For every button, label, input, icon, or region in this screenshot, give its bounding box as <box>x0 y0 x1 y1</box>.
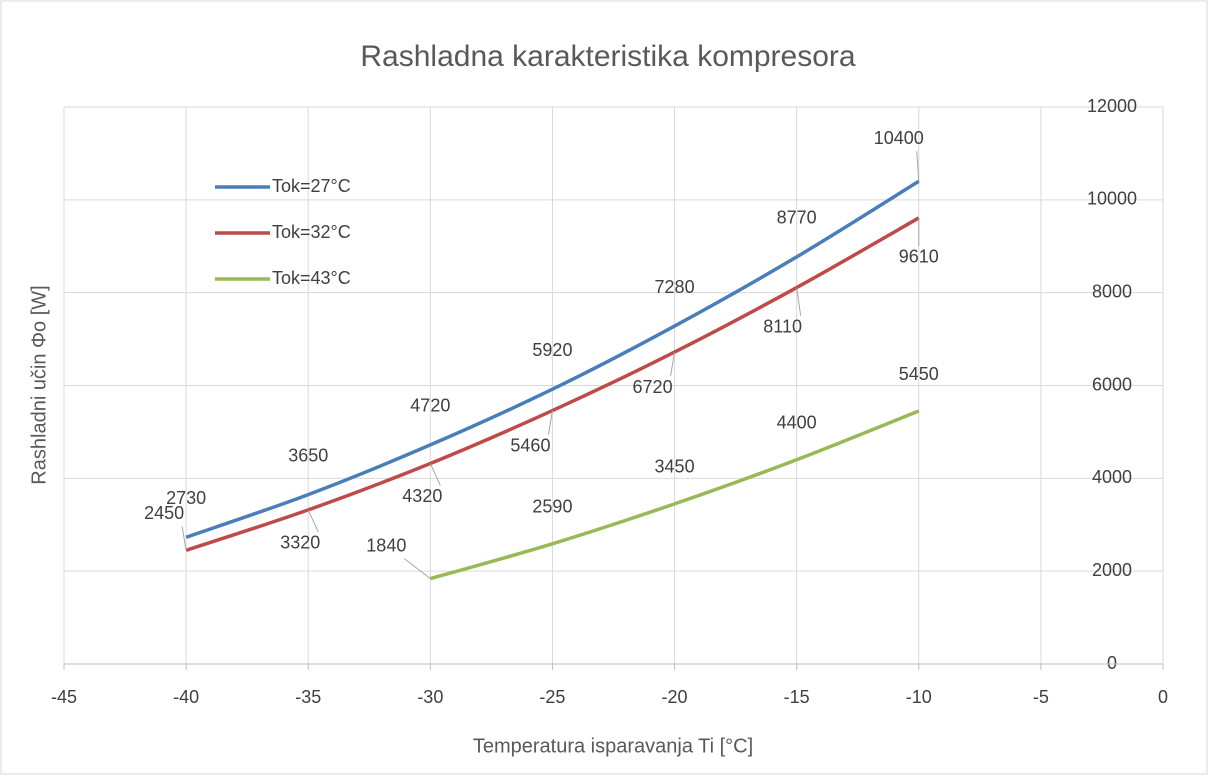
legend-label: Tok=32°C <box>272 222 351 242</box>
x-tick-label: -45 <box>51 687 77 707</box>
legend-label: Tok=27°C <box>272 176 351 196</box>
data-label: 8110 <box>763 316 802 336</box>
data-label: 5450 <box>899 364 939 384</box>
x-tick-label: 0 <box>1158 687 1168 707</box>
x-tick-label: -15 <box>784 687 810 707</box>
data-label: 7280 <box>655 277 695 297</box>
data-label: 4400 <box>777 413 817 433</box>
data-label: 2590 <box>532 497 572 517</box>
leader-line <box>307 509 319 533</box>
y-tick-label: 0 <box>1107 653 1117 673</box>
data-label: 1840 <box>366 535 406 555</box>
y-tick-label: 8000 <box>1092 281 1132 301</box>
data-label: 4720 <box>410 396 450 416</box>
data-label: 2730 <box>166 488 206 508</box>
leader-line <box>796 287 802 316</box>
y-axis-label: Rashladni učin Φo [W] <box>28 285 50 484</box>
data-label: 5920 <box>532 340 572 360</box>
data-label: 8770 <box>777 208 817 228</box>
x-tick-label: -5 <box>1033 687 1049 707</box>
data-label: 9610 <box>899 247 939 267</box>
data-label: 3650 <box>288 445 328 465</box>
x-tick-label: -40 <box>173 687 199 707</box>
data-label: 2450 <box>144 503 184 523</box>
leader-line <box>547 410 553 435</box>
leader-line <box>429 463 441 486</box>
legend-label: Tok=43°C <box>272 268 351 288</box>
leader-line <box>916 151 920 182</box>
leader-line <box>181 526 187 551</box>
x-tick-label: -35 <box>295 687 321 707</box>
data-label: 4320 <box>402 486 442 506</box>
x-tick-label: -20 <box>662 687 688 707</box>
data-label: 10400 <box>874 128 924 148</box>
leader-line <box>404 558 431 579</box>
y-tick-label: 12000 <box>1087 96 1137 116</box>
data-label: 3320 <box>280 533 320 553</box>
leader-line <box>670 351 676 377</box>
y-tick-label: 10000 <box>1087 189 1137 209</box>
x-tick-label: -30 <box>417 687 443 707</box>
series-line <box>185 179 920 539</box>
chart-title: Rashladna karakteristika kompresora <box>360 40 856 73</box>
y-tick-label: 6000 <box>1092 374 1132 394</box>
x-tick-label: -25 <box>539 687 565 707</box>
y-tick-label: 4000 <box>1092 467 1132 487</box>
data-label: 6720 <box>633 377 673 397</box>
y-tick-label: 2000 <box>1092 560 1132 580</box>
data-label: 5460 <box>510 435 550 455</box>
x-tick-label: -10 <box>906 687 932 707</box>
x-axis-label: Temperatura isparavanja Ti [°C] <box>473 735 753 757</box>
series-line <box>429 409 920 581</box>
data-label: 3450 <box>655 457 695 477</box>
